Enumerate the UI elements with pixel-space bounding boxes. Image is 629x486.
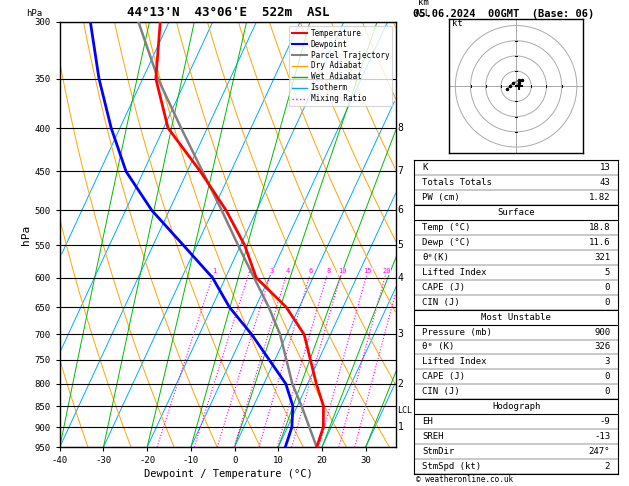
Text: Most Unstable: Most Unstable xyxy=(481,312,551,322)
Text: 1.82: 1.82 xyxy=(589,193,610,202)
Text: θᵉ(K): θᵉ(K) xyxy=(422,253,449,262)
Text: -13: -13 xyxy=(594,432,610,441)
Text: 20: 20 xyxy=(382,268,391,275)
Text: hPa: hPa xyxy=(21,225,31,244)
Text: 321: 321 xyxy=(594,253,610,262)
Text: CIN (J): CIN (J) xyxy=(422,298,460,307)
Text: 8: 8 xyxy=(326,268,330,275)
Text: Mixing Ratio (g/kg): Mixing Ratio (g/kg) xyxy=(435,183,445,286)
Text: 18.8: 18.8 xyxy=(589,223,610,232)
Text: EH: EH xyxy=(422,417,433,426)
X-axis label: Dewpoint / Temperature (°C): Dewpoint / Temperature (°C) xyxy=(143,469,313,479)
Text: SREH: SREH xyxy=(422,432,443,441)
Text: 1: 1 xyxy=(398,422,403,432)
Text: θᵉ (K): θᵉ (K) xyxy=(422,343,454,351)
Text: hPa: hPa xyxy=(26,9,42,17)
Text: 4: 4 xyxy=(398,273,403,282)
Text: 8: 8 xyxy=(398,123,403,133)
Text: CAPE (J): CAPE (J) xyxy=(422,372,465,382)
Text: 2: 2 xyxy=(604,462,610,471)
Text: 5: 5 xyxy=(604,268,610,277)
Text: kt: kt xyxy=(452,18,463,28)
Legend: Temperature, Dewpoint, Parcel Trajectory, Dry Adiabat, Wet Adiabat, Isotherm, Mi: Temperature, Dewpoint, Parcel Trajectory… xyxy=(289,26,392,106)
Text: 05.06.2024  00GMT  (Base: 06): 05.06.2024 00GMT (Base: 06) xyxy=(413,9,594,19)
Text: 43: 43 xyxy=(599,178,610,187)
Title: 44°13'N  43°06'E  522m  ASL: 44°13'N 43°06'E 522m ASL xyxy=(127,6,329,19)
Text: StmDir: StmDir xyxy=(422,447,454,456)
Text: 0: 0 xyxy=(604,283,610,292)
Text: LCL: LCL xyxy=(398,406,413,415)
Text: CAPE (J): CAPE (J) xyxy=(422,283,465,292)
Text: km
ASL: km ASL xyxy=(415,0,431,17)
Text: 3: 3 xyxy=(604,357,610,366)
Text: 2: 2 xyxy=(398,379,403,389)
Text: Lifted Index: Lifted Index xyxy=(422,357,487,366)
Text: 6: 6 xyxy=(398,205,403,215)
Text: 247°: 247° xyxy=(589,447,610,456)
Text: PW (cm): PW (cm) xyxy=(422,193,460,202)
Text: Totals Totals: Totals Totals xyxy=(422,178,492,187)
Text: 3: 3 xyxy=(269,268,274,275)
Text: Lifted Index: Lifted Index xyxy=(422,268,487,277)
Text: 7: 7 xyxy=(398,167,403,176)
Text: Temp (°C): Temp (°C) xyxy=(422,223,470,232)
Text: 2: 2 xyxy=(247,268,252,275)
Text: K: K xyxy=(422,163,428,173)
Text: 900: 900 xyxy=(594,328,610,336)
Text: CIN (J): CIN (J) xyxy=(422,387,460,396)
Text: 3: 3 xyxy=(398,330,403,339)
Text: 1: 1 xyxy=(212,268,216,275)
Text: 10: 10 xyxy=(338,268,346,275)
Text: 326: 326 xyxy=(594,343,610,351)
Text: 0: 0 xyxy=(604,372,610,382)
Text: Hodograph: Hodograph xyxy=(492,402,540,411)
Text: Pressure (mb): Pressure (mb) xyxy=(422,328,492,336)
Text: -9: -9 xyxy=(599,417,610,426)
Text: 0: 0 xyxy=(604,298,610,307)
Text: 0: 0 xyxy=(604,387,610,396)
Text: 5: 5 xyxy=(398,241,403,250)
Text: Surface: Surface xyxy=(498,208,535,217)
Text: 4: 4 xyxy=(286,268,289,275)
Text: © weatheronline.co.uk: © weatheronline.co.uk xyxy=(416,475,513,484)
Text: 13: 13 xyxy=(599,163,610,173)
Text: 6: 6 xyxy=(309,268,313,275)
Text: Dewp (°C): Dewp (°C) xyxy=(422,238,470,247)
Text: StmSpd (kt): StmSpd (kt) xyxy=(422,462,481,471)
Text: 15: 15 xyxy=(364,268,372,275)
Text: 11.6: 11.6 xyxy=(589,238,610,247)
